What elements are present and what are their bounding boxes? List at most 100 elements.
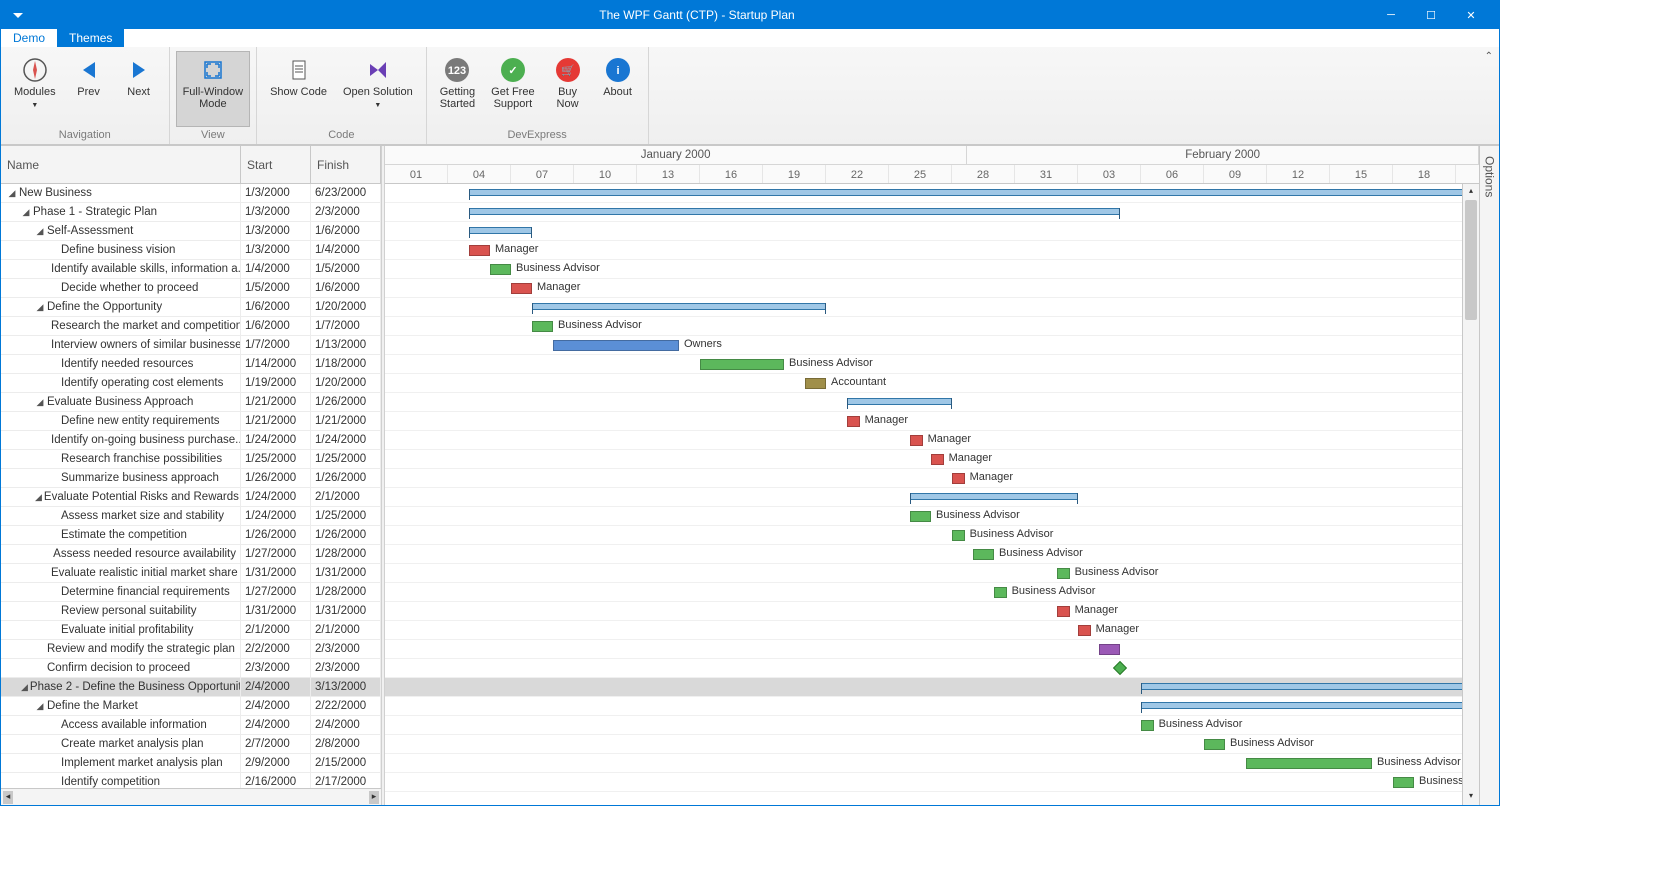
task-row[interactable]: ◢Self-Assessment1/3/20001/6/2000 (1, 222, 381, 241)
prev-button[interactable]: Prev (65, 51, 113, 127)
gantt-row[interactable]: Business Advisor (385, 526, 1479, 545)
modules-button[interactable]: Modules▼ (7, 51, 63, 127)
gantt-bar[interactable] (1099, 644, 1120, 655)
gantt-row[interactable]: Accountant (385, 374, 1479, 393)
gantt-row[interactable]: Business Advisor (385, 545, 1479, 564)
gantt-bar[interactable]: Business (1393, 777, 1414, 788)
task-row[interactable]: Access available information2/4/20002/4/… (1, 716, 381, 735)
task-row[interactable]: Identify operating cost elements1/19/200… (1, 374, 381, 393)
task-row[interactable]: Define new entity requirements1/21/20001… (1, 412, 381, 431)
task-row[interactable]: Define business vision1/3/20001/4/2000 (1, 241, 381, 260)
gantt-bar[interactable]: Business Advisor (973, 549, 994, 560)
task-row[interactable]: Create market analysis plan2/7/20002/8/2… (1, 735, 381, 754)
gantt-bar[interactable]: Business Advisor (532, 321, 553, 332)
gantt-row[interactable]: Manager (385, 412, 1479, 431)
task-row[interactable]: Research the market and competition1/6/2… (1, 317, 381, 336)
task-row[interactable]: ◢Phase 2 - Define the Business Opportuni… (1, 678, 381, 697)
task-row[interactable]: Decide whether to proceed1/5/20001/6/200… (1, 279, 381, 298)
gantt-row[interactable]: Manager (385, 241, 1479, 260)
gantt-row[interactable] (385, 298, 1479, 317)
gantt-row[interactable]: Business Advisor (385, 564, 1479, 583)
expander-icon[interactable]: ◢ (35, 701, 45, 712)
gantt-bar[interactable]: Manager (1057, 606, 1070, 617)
fullwindow-button[interactable]: Full-WindowMode (176, 51, 251, 127)
ribbon-collapse-button[interactable]: ⌃ (1485, 51, 1493, 62)
task-row[interactable]: Confirm decision to proceed2/3/20002/3/2… (1, 659, 381, 678)
tab-themes[interactable]: Themes (57, 29, 124, 47)
task-row[interactable]: Implement market analysis plan2/9/20002/… (1, 754, 381, 773)
task-row[interactable]: Interview owners of similar businesses1/… (1, 336, 381, 355)
column-start[interactable]: Start (241, 146, 311, 183)
task-row[interactable]: Identify competition2/16/20002/17/2000 (1, 773, 381, 788)
gantt-body[interactable]: ManagerBusiness AdvisorManagerBusiness A… (385, 184, 1479, 805)
gantt-row[interactable]: Business (385, 773, 1479, 792)
gantt-row[interactable]: Manager (385, 279, 1479, 298)
task-row[interactable]: Estimate the competition1/26/20001/26/20… (1, 526, 381, 545)
next-button[interactable]: Next (115, 51, 163, 127)
gantt-row[interactable]: Business Advisor (385, 583, 1479, 602)
task-row[interactable]: Identify needed resources1/14/20001/18/2… (1, 355, 381, 374)
tree-hscrollbar[interactable]: ◂ ▸ (1, 788, 381, 805)
gantt-bar[interactable]: Manager (952, 473, 965, 484)
gantt-row[interactable] (385, 222, 1479, 241)
gantt-bar[interactable]: Business Advisor (490, 264, 511, 275)
gantt-row[interactable]: Manager (385, 602, 1479, 621)
maximize-button[interactable]: ☐ (1411, 1, 1451, 29)
gantt-row[interactable]: Manager (385, 431, 1479, 450)
milestone-marker[interactable] (1113, 661, 1127, 675)
app-menu-icon[interactable] (13, 13, 23, 18)
gantt-bar[interactable]: Owners (553, 340, 679, 351)
gantt-row[interactable]: Manager (385, 469, 1479, 488)
about-button[interactable]: iAbout (594, 51, 642, 127)
showcode-button[interactable]: Show Code (263, 51, 334, 127)
gantt-bar[interactable]: Business Advisor (1246, 758, 1372, 769)
gantt-bar[interactable]: Accountant (805, 378, 826, 389)
task-row[interactable]: ◢Evaluate Business Approach1/21/20001/26… (1, 393, 381, 412)
task-row[interactable]: ◢Phase 1 - Strategic Plan1/3/20002/3/200… (1, 203, 381, 222)
gantt-bar[interactable] (469, 227, 532, 234)
gantt-bar[interactable] (1141, 683, 1479, 690)
gantt-row[interactable]: Business Advisor (385, 317, 1479, 336)
task-row[interactable]: Research franchise possibilities1/25/200… (1, 450, 381, 469)
gantt-row[interactable] (385, 488, 1479, 507)
gantt-bar[interactable]: Business Advisor (994, 587, 1007, 598)
gantt-bar[interactable]: Manager (511, 283, 532, 294)
gantt-row[interactable]: Manager (385, 450, 1479, 469)
task-row[interactable]: Evaluate realistic initial market share1… (1, 564, 381, 583)
task-row[interactable]: ◢New Business1/3/20006/23/2000 (1, 184, 381, 203)
gantt-bar[interactable]: Business Advisor (1204, 739, 1225, 750)
expander-icon[interactable]: ◢ (35, 397, 45, 408)
gantt-row[interactable] (385, 393, 1479, 412)
gantt-bar[interactable] (847, 398, 952, 405)
gantt-row[interactable] (385, 678, 1479, 697)
column-name[interactable]: Name (1, 146, 241, 183)
gantt-bar[interactable] (532, 303, 826, 310)
gantt-row[interactable]: Business Advisor (385, 507, 1479, 526)
gantt-bar[interactable]: Business Advisor (910, 511, 931, 522)
gantt-bar[interactable] (469, 208, 1120, 215)
task-row[interactable]: Evaluate initial profitability2/1/20002/… (1, 621, 381, 640)
task-row[interactable]: Assess market size and stability1/24/200… (1, 507, 381, 526)
getsupport-button[interactable]: ✓Get FreeSupport (484, 51, 541, 127)
title-bar[interactable]: The WPF Gantt (CTP) - Startup Plan ─ ☐ ✕ (1, 1, 1499, 29)
gantt-bar[interactable]: Business Advisor (952, 530, 965, 541)
gantt-row[interactable]: Owners (385, 336, 1479, 355)
gantt-bar[interactable]: Business Advisor (700, 359, 784, 370)
task-row[interactable]: Review personal suitability1/31/20001/31… (1, 602, 381, 621)
gantt-row[interactable] (385, 697, 1479, 716)
buynow-button[interactable]: 🛒BuyNow (544, 51, 592, 127)
gantt-bar[interactable] (469, 189, 1479, 196)
expander-icon[interactable]: ◢ (7, 188, 17, 199)
expander-icon[interactable]: ◢ (35, 492, 42, 503)
gantt-bar[interactable] (1141, 702, 1479, 709)
gantt-bar[interactable] (910, 493, 1078, 500)
gantt-bar[interactable]: Manager (1078, 625, 1091, 636)
minimize-button[interactable]: ─ (1371, 1, 1411, 29)
column-finish[interactable]: Finish (311, 146, 381, 183)
task-row[interactable]: Identify available skills, information a… (1, 260, 381, 279)
gantt-bar[interactable]: Business Advisor (1141, 720, 1154, 731)
task-row[interactable]: Identify on-going business purchase...1/… (1, 431, 381, 450)
task-row[interactable]: Review and modify the strategic plan2/2/… (1, 640, 381, 659)
options-panel-collapsed[interactable]: Options (1479, 146, 1499, 805)
gantt-row[interactable] (385, 184, 1479, 203)
